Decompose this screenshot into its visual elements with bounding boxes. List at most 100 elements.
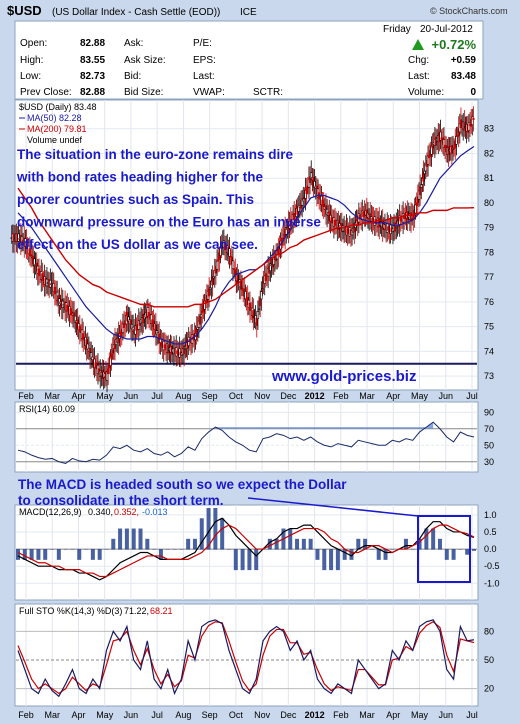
- macd-legend-hist: -0.013: [142, 507, 168, 517]
- month-label-bottom: Jun: [439, 710, 454, 720]
- month-label: Sep: [202, 391, 218, 401]
- month-label-bottom: Nov: [254, 710, 271, 720]
- month-label-bottom: Feb: [333, 710, 349, 720]
- macd-histogram-bar: [349, 549, 354, 560]
- month-label: Feb: [18, 391, 34, 401]
- candle-body: [215, 260, 219, 270]
- month-label: Nov: [254, 391, 271, 401]
- macd-histogram-bar: [226, 549, 231, 550]
- last-value: 83.48: [451, 71, 476, 82]
- month-label: Mar: [359, 391, 375, 401]
- macd-histogram-bar: [29, 549, 34, 560]
- macd-histogram-bar: [247, 549, 252, 571]
- candle-body: [231, 260, 235, 270]
- macd-histogram-bar: [152, 549, 157, 550]
- candle-body: [472, 118, 475, 120]
- price-tick-label: 74: [484, 346, 494, 356]
- candle-body: [261, 288, 264, 290]
- macd-histogram-bar: [220, 518, 225, 550]
- macd-histogram-bar: [458, 549, 463, 550]
- high-label: High:: [20, 55, 43, 66]
- macd-histogram-bar: [431, 528, 436, 550]
- macd-histogram-bar: [444, 549, 449, 560]
- macd-histogram-bar: [417, 538, 422, 550]
- month-label: Oct: [229, 391, 244, 401]
- macd-histogram-bar: [308, 538, 313, 550]
- macd-histogram-bar: [50, 549, 55, 550]
- macd-histogram-bar: [383, 549, 388, 560]
- price-tick-label: 81: [484, 173, 494, 183]
- macd-histogram-bar: [403, 538, 408, 550]
- description: (US Dollar Index - Cash Settle (EOD)): [52, 7, 220, 18]
- month-label-bottom: Oct: [229, 710, 244, 720]
- sto-tick-label: 20: [484, 684, 494, 694]
- candle-body: [111, 349, 114, 354]
- macd-histogram-bar: [63, 549, 68, 550]
- rsi-tick-label: 30: [484, 457, 494, 467]
- macd-histogram-bar: [451, 549, 456, 560]
- macd-tick-label: 0.0: [484, 544, 497, 554]
- month-label-bottom: Feb: [18, 710, 34, 720]
- macd-histogram-bar: [36, 549, 41, 560]
- annotation-line: poorer countries such as Spain. This: [17, 192, 254, 207]
- candle-body: [459, 119, 463, 129]
- rsi-tick-label: 50: [484, 440, 494, 450]
- pe-label: P/E:: [193, 38, 212, 49]
- open-value: 82.88: [80, 38, 105, 49]
- macd-histogram-bar: [363, 538, 368, 550]
- macd-histogram-bar: [70, 549, 75, 550]
- price-tick-label: 80: [484, 198, 494, 208]
- macd-histogram-bar: [240, 549, 245, 571]
- month-label-bottom: Dec: [280, 710, 297, 720]
- macd-histogram-bar: [84, 549, 89, 550]
- macd-histogram-bar: [369, 549, 374, 550]
- candle-body: [257, 308, 261, 310]
- ma200-line: [17, 187, 475, 308]
- annotation-line: effect on the US dollar as we can see.: [17, 237, 258, 252]
- macd-histogram-bar: [267, 538, 272, 550]
- macd-histogram-bar: [179, 549, 184, 550]
- low-label: Low:: [20, 71, 41, 82]
- macd-histogram-bar: [206, 508, 211, 550]
- candle-body: [110, 353, 113, 360]
- macd-histogram-bar: [138, 528, 143, 550]
- macd-signal-line: [17, 524, 475, 578]
- macd-tick-label: 1.0: [484, 510, 497, 520]
- month-label: May: [96, 391, 114, 401]
- month-label: May: [411, 391, 429, 401]
- month-label: Apr: [71, 391, 85, 401]
- prev-close-value: 82.88: [80, 87, 105, 98]
- candle-body: [106, 368, 110, 374]
- sto-k-line: [17, 619, 475, 698]
- price-tick-label: 75: [484, 322, 494, 332]
- candle-body: [431, 145, 434, 149]
- macd-histogram-bar: [192, 538, 197, 550]
- candle-body: [455, 135, 458, 145]
- bid-label: Bid:: [124, 71, 141, 82]
- price-legend: $USD (Daily) 83.48: [19, 102, 97, 112]
- macd-histogram-bar: [213, 508, 218, 550]
- sto-tick-label: 50: [484, 655, 494, 665]
- candle-body: [418, 186, 422, 196]
- macd-histogram-bar: [301, 538, 306, 550]
- macd-histogram-bar: [410, 549, 415, 550]
- brand-logo: © StockCharts.com: [430, 6, 508, 16]
- month-label: Jul: [466, 391, 478, 401]
- rsi-panel: [14, 401, 479, 473]
- macd-histogram-bar: [295, 538, 300, 550]
- prev-close-label: Prev Close:: [20, 87, 72, 98]
- ma200-legend: MA(200) 79.81: [27, 124, 87, 134]
- day: Friday: [383, 24, 411, 35]
- price-tick-label: 79: [484, 223, 494, 233]
- candle-body: [256, 311, 260, 320]
- macd-histogram-bar: [111, 538, 116, 550]
- macd-histogram-bar: [43, 549, 48, 560]
- macd-histogram-bar: [376, 549, 381, 560]
- sto-legend-label: Full STO %K(14,3) %D(3): [19, 606, 122, 616]
- candle-body: [456, 135, 459, 138]
- price-tick-label: 76: [484, 297, 494, 307]
- macd-histogram-bar: [329, 549, 334, 571]
- open-label: Open:: [20, 38, 47, 49]
